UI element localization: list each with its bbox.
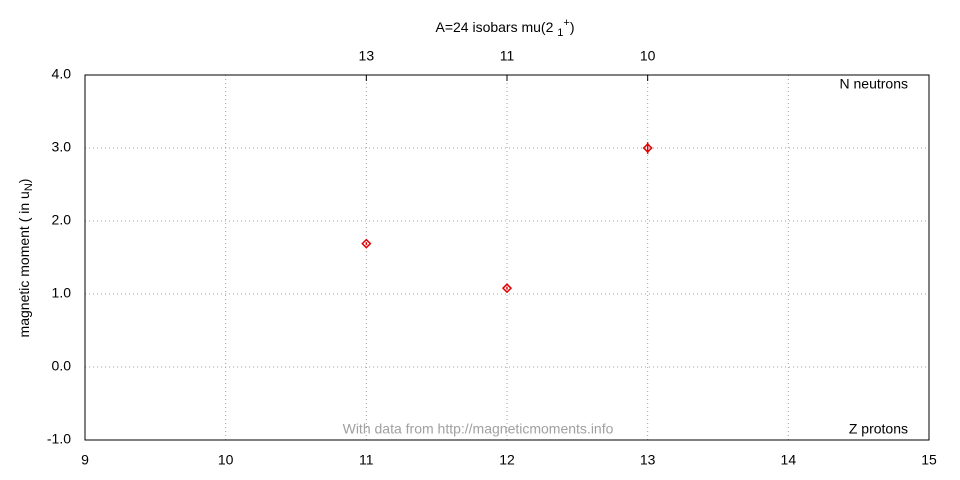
x2-tick-label: 10 (640, 48, 656, 64)
y-tick-label: 4.0 (52, 66, 72, 82)
title-text: A=24 isobars mu(2 (435, 19, 557, 35)
x-tick-label: 9 (81, 452, 89, 468)
title-sub: 1 (557, 27, 563, 39)
x2-axis-label: N neutrons (840, 76, 908, 92)
x-tick-label: 14 (781, 452, 797, 468)
x2-tick-label: 13 (359, 48, 375, 64)
y-tick-label: -1.0 (47, 431, 71, 447)
y-tick-label: 2.0 (52, 212, 72, 228)
x-tick-label: 10 (218, 452, 234, 468)
y-label-sub: N (23, 183, 35, 191)
x-tick-label: 11 (359, 452, 374, 468)
data-point (361, 238, 372, 249)
x-tick-label: 13 (640, 452, 656, 468)
data-point (642, 142, 653, 154)
x2-tick-label: 11 (500, 48, 515, 64)
x-axis-label: Z protons (849, 421, 908, 437)
data-point (501, 283, 513, 294)
watermark: With data from http://magneticmoments.in… (343, 421, 614, 437)
y-tick-label: 0.0 (52, 358, 72, 374)
y-tick-label: 1.0 (52, 285, 72, 301)
y-tick-label: 3.0 (52, 139, 72, 155)
title-sup: + (563, 17, 569, 29)
title-end: ) (570, 19, 575, 35)
chart-title: A=24 isobars mu(2 1+) (435, 17, 574, 39)
y-label-end: ) (16, 179, 32, 184)
x-tick-label: 15 (921, 452, 937, 468)
y-label-text: magnetic moment ( in u (16, 191, 32, 337)
plot-border (84, 74, 930, 441)
y-axis-label: magnetic moment ( in uN) (16, 179, 35, 338)
x-tick-label: 12 (499, 452, 515, 468)
